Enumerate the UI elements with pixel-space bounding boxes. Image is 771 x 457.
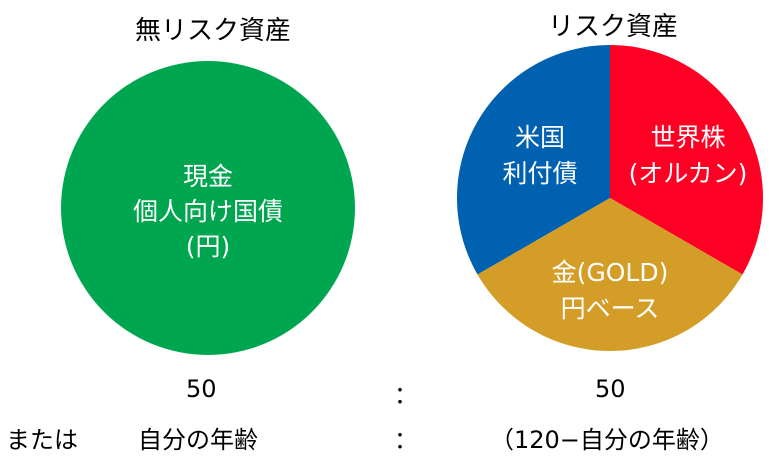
ratio-right-value: 50: [595, 375, 626, 403]
riskless-label-line-3: (円): [186, 232, 231, 261]
slice-world-stocks: [610, 45, 763, 275]
age-separator: ：: [394, 426, 418, 454]
riskless-label-line-2: 個人向け国債: [133, 197, 283, 226]
slice-us-bonds-label-1: 米国: [515, 123, 565, 152]
slice-world-stocks-label-2: (オルカン): [629, 159, 748, 188]
slice-gold: [477, 198, 743, 351]
slice-world-stocks-label-1: 世界株: [650, 123, 725, 152]
ratio-separator: ：: [394, 381, 418, 409]
risk-asset-title: リスク資産: [547, 12, 678, 42]
slice-us-bonds: [457, 45, 610, 275]
age-left-value: 自分の年齢: [138, 426, 258, 454]
slice-gold-label-1: 金(GOLD): [552, 258, 669, 287]
riskless-asset-circle: [61, 61, 355, 355]
riskless-asset-title: 無リスク資産: [134, 16, 291, 46]
slice-gold-label-2: 円ベース: [561, 294, 660, 323]
slice-us-bonds-label-2: 利付債: [502, 159, 577, 188]
age-row-prefix: または: [6, 426, 78, 454]
ratio-left-value: 50: [186, 375, 217, 403]
riskless-label-line-1: 現金: [183, 162, 233, 191]
age-right-value: （120−自分の年齢）: [490, 426, 724, 454]
